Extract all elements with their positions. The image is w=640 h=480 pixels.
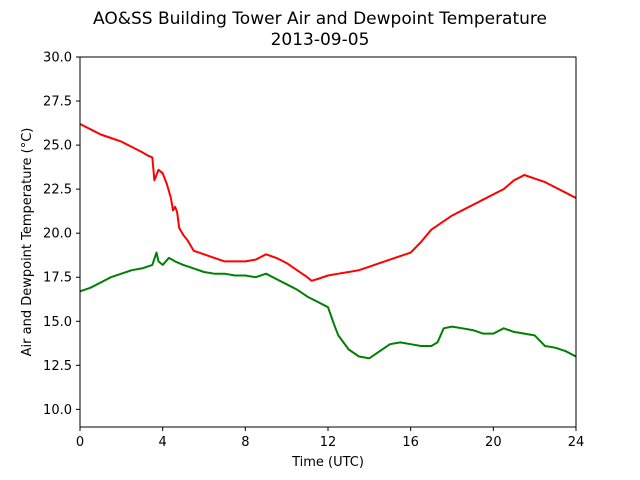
y-tick-label: 15.0 (43, 315, 72, 330)
x-tick-label: 8 (241, 435, 249, 450)
y-tick-label: 17.5 (43, 271, 72, 286)
x-axis-label: Time (UTC) (291, 455, 364, 470)
x-tick-label: 24 (568, 435, 585, 450)
series-line-1 (79, 123, 577, 282)
plot-frame (79, 56, 577, 428)
chart-subtitle: 2013-09-05 (271, 30, 370, 50)
x-axis: 0 4 8 12 16 20 24 (76, 427, 584, 450)
y-axis-label: Air and Dewpoint Temperature (°C) (20, 128, 35, 357)
series-line-2 (79, 251, 577, 360)
y-axis: 10.0 12.5 15.0 17.5 20.0 22.5 25.0 27.5 30.0 (43, 51, 80, 418)
y-tick-label: 10.0 (43, 403, 72, 418)
x-tick-label: 16 (402, 435, 419, 450)
x-tick-label: 12 (320, 435, 337, 450)
series-layer (79, 123, 577, 360)
x-tick-label: 0 (76, 435, 84, 450)
chart-title: AO&SS Building Tower Air and Dewpoint Te… (93, 9, 547, 29)
y-tick-label: 20.0 (43, 227, 72, 242)
x-tick-label: 20 (485, 435, 502, 450)
y-tick-label: 27.5 (43, 95, 72, 110)
y-tick-label: 12.5 (43, 359, 72, 374)
y-tick-label: 30.0 (43, 51, 72, 66)
y-tick-label: 22.5 (43, 183, 72, 198)
y-tick-label: 25.0 (43, 139, 72, 154)
x-tick-label: 4 (159, 435, 167, 450)
